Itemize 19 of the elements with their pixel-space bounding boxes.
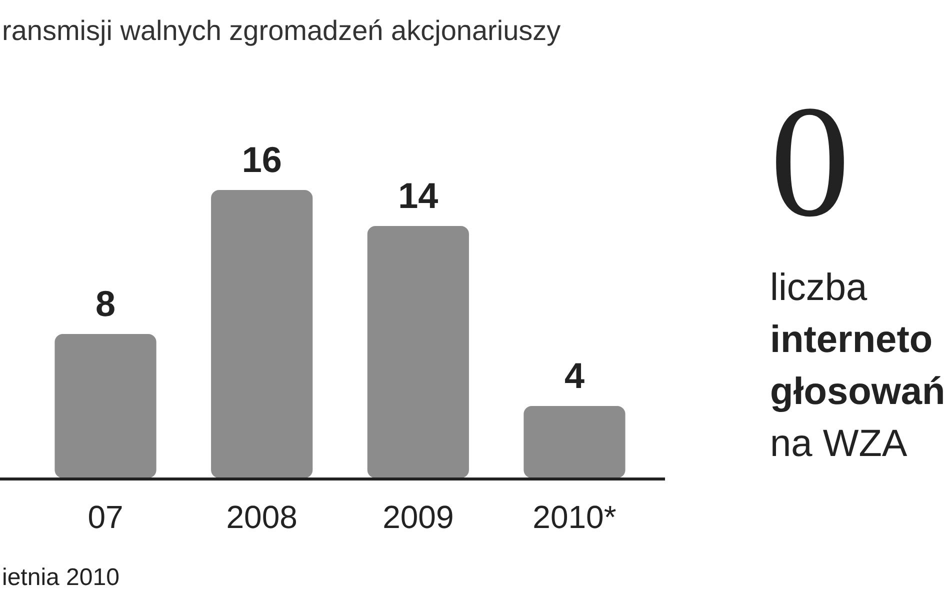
- chart-title: ransmisji walnych zgromadzeń akcjonariuszy: [2, 15, 561, 46]
- text: ietnia 2010: [2, 564, 120, 591]
- data-label: 14: [398, 175, 438, 216]
- data-label: 8: [96, 283, 116, 324]
- data-label: 4: [564, 355, 584, 396]
- x-tick-label: 2009: [382, 499, 454, 535]
- text: 0: [770, 72, 850, 250]
- x-tick-label: 07: [88, 499, 124, 535]
- text: interneto: [770, 319, 933, 361]
- x-tick-label: 2010*: [532, 499, 616, 535]
- data-label: 16: [242, 139, 282, 180]
- bar: [54, 334, 156, 478]
- text: na WZA: [770, 423, 908, 465]
- text: liczba: [770, 267, 868, 309]
- text: głosowań: [770, 371, 946, 413]
- x-tick-label: 2008: [226, 499, 298, 535]
- bar: [211, 190, 313, 478]
- bar: [524, 406, 626, 478]
- bar: [367, 226, 469, 478]
